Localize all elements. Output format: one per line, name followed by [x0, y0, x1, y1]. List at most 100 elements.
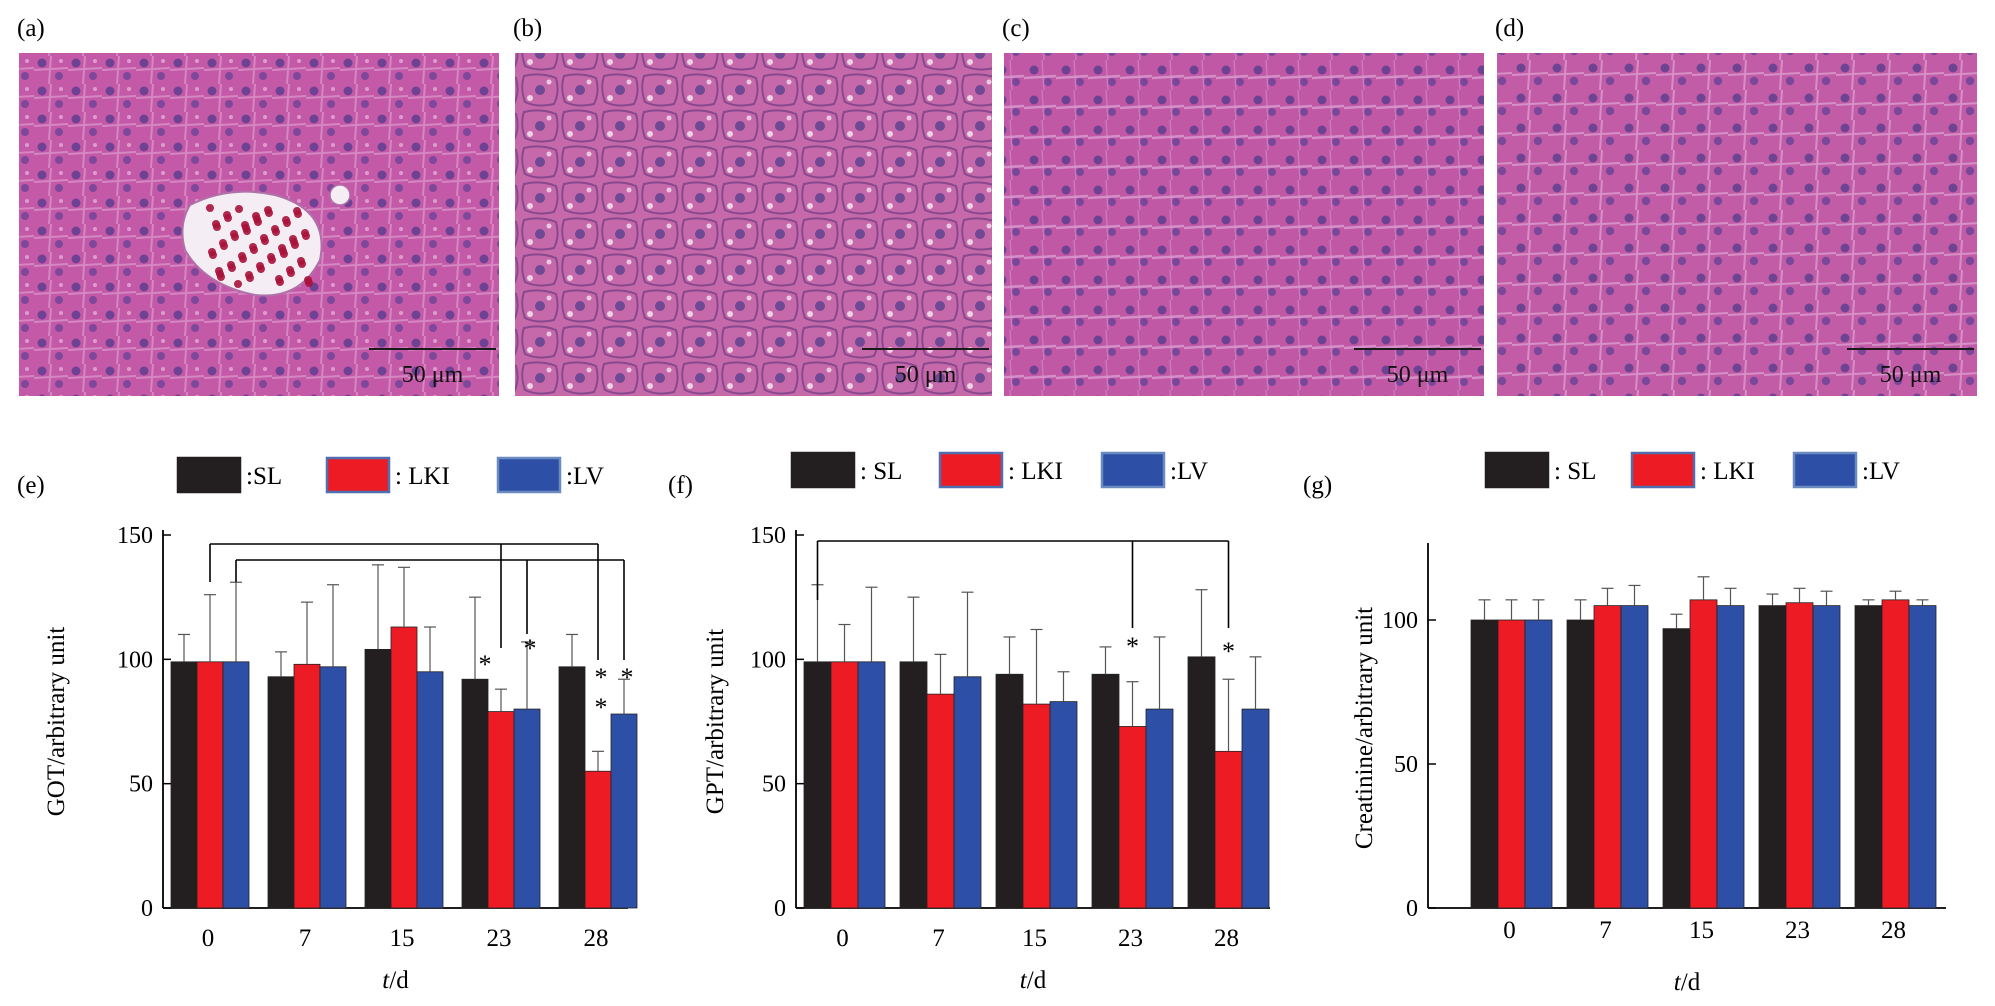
y-tick-label: 100 — [117, 647, 153, 673]
bar-lki — [390, 626, 418, 909]
legend-swatch-lki — [938, 451, 1004, 489]
bar-lv — [1716, 605, 1745, 909]
tissue-image-panel: (d) 50 μm — [1495, 15, 1977, 396]
y-tick-label: 0 — [141, 896, 153, 922]
tissue-image-panel: (b) 50 μm — [513, 15, 992, 396]
bar-sl — [1566, 619, 1595, 909]
bar-lki — [830, 661, 859, 909]
x-tick-label: 15 — [390, 925, 415, 952]
x-axis-title-unit: /d — [1027, 967, 1047, 994]
y-tick-label: 50 — [129, 772, 153, 798]
bar-lv — [222, 661, 250, 909]
x-tick-label: 28 — [584, 925, 609, 952]
scale-bar-label: 50 μm — [1880, 362, 1942, 388]
bar-lv — [1049, 701, 1078, 909]
bar-lki — [293, 663, 321, 909]
x-axis-title-unit: /d — [1681, 969, 1701, 996]
y-axis-title: GOT/arbitrary unit — [43, 627, 70, 817]
bar-sl — [364, 648, 392, 909]
bar-lv — [1145, 708, 1174, 909]
bar-lv — [953, 676, 982, 909]
histology-micrograph — [515, 53, 992, 396]
panel-label: (e) — [17, 472, 45, 499]
bar-sl — [1854, 605, 1883, 909]
small-vessel — [329, 184, 351, 206]
bar-lv — [1241, 708, 1270, 909]
legend-label-lki: : LKI — [1008, 458, 1063, 485]
significance-brackets: ***** — [209, 543, 634, 722]
legend-label-sl: : SL — [860, 458, 902, 485]
bar-lv — [1908, 605, 1937, 909]
panel-label: (b) — [513, 15, 542, 42]
bar-lv — [319, 666, 347, 909]
legend-swatch-sl — [176, 456, 242, 494]
x-axis-title-variable: t — [1674, 969, 1682, 996]
x-tick-label: 0 — [1503, 917, 1516, 944]
x-tick-label: 28 — [1214, 925, 1239, 952]
bar-lki — [926, 693, 955, 909]
bar-lv — [416, 671, 444, 909]
bar-lv — [1524, 619, 1553, 909]
histology-micrograph — [1497, 53, 1977, 396]
scale-bar-label: 50 μm — [402, 362, 464, 388]
bar-lki — [196, 661, 224, 909]
legend: : SL: LKI:LV — [1484, 451, 1900, 489]
legend-swatch-lki — [325, 456, 391, 494]
x-tick-label: 0 — [202, 925, 215, 952]
legend-label-sl: : SL — [1554, 458, 1596, 485]
bar-sl — [558, 666, 586, 909]
legend-label-sl: :SL — [246, 463, 282, 490]
y-tick-label: 150 — [117, 523, 153, 549]
significance-star: * — [524, 634, 537, 663]
y-axis-title: Creatinine/arbitrary unit — [1351, 607, 1378, 849]
x-axis-title: t/d — [1020, 967, 1047, 994]
x-axis-title-unit: /d — [389, 967, 409, 994]
panel-label: (c) — [1002, 15, 1030, 42]
panel-label: (g) — [1303, 472, 1332, 499]
bar-chart: (g): SL: LKI:LV 0 50 100Creatinine/arbitrar… — [1303, 451, 1946, 996]
significance-star: * — [479, 650, 492, 679]
bar-sl — [1187, 656, 1216, 909]
x-tick-label: 7 — [1599, 917, 1612, 944]
x-tick-label: 23 — [1785, 917, 1810, 944]
bar-lv — [1812, 605, 1841, 909]
bar-lki — [1118, 726, 1147, 909]
bar-sl — [1758, 605, 1787, 909]
y-axis-title: GPT/arbitrary unit — [702, 629, 729, 814]
significance-star: * — [1222, 637, 1235, 666]
x-tick-label: 23 — [1118, 925, 1143, 952]
tissue-image-panel: (a) 50 μm — [17, 15, 499, 396]
y-tick-label: 0 — [1406, 896, 1418, 922]
bar-lki — [1593, 605, 1622, 909]
bar-sl — [899, 661, 928, 909]
bar-lki — [487, 711, 515, 909]
histology-micrograph — [1004, 53, 1484, 396]
x-tick-label: 0 — [836, 925, 849, 952]
bar-lki — [1497, 619, 1526, 909]
legend-label-lki: : LKI — [1700, 458, 1755, 485]
bar-sl — [1470, 619, 1499, 909]
micrograph-tint — [1497, 53, 1977, 396]
legend: :SL: LKI:LV — [176, 456, 604, 494]
bar-sl — [803, 661, 832, 909]
bar-lki — [584, 770, 612, 909]
x-tick-label: 28 — [1881, 917, 1906, 944]
significance-brackets: * * — [816, 540, 1235, 666]
bar-lv — [1620, 605, 1649, 909]
legend-swatch-lv — [1792, 451, 1858, 489]
bar-lki — [1881, 599, 1910, 909]
legend-swatch-lki — [1630, 451, 1696, 489]
y-tick-label: 100 — [1382, 608, 1418, 634]
bar-lki — [1214, 750, 1243, 909]
bar-lv — [513, 708, 541, 909]
red-blood-cells — [206, 204, 313, 288]
x-tick-label: 7 — [299, 925, 312, 952]
x-tick-label: 15 — [1689, 917, 1714, 944]
bar-lki — [1022, 703, 1051, 909]
bar-sl — [1091, 673, 1120, 909]
x-tick-label: 7 — [932, 925, 945, 952]
legend-swatch-sl — [1484, 451, 1550, 489]
